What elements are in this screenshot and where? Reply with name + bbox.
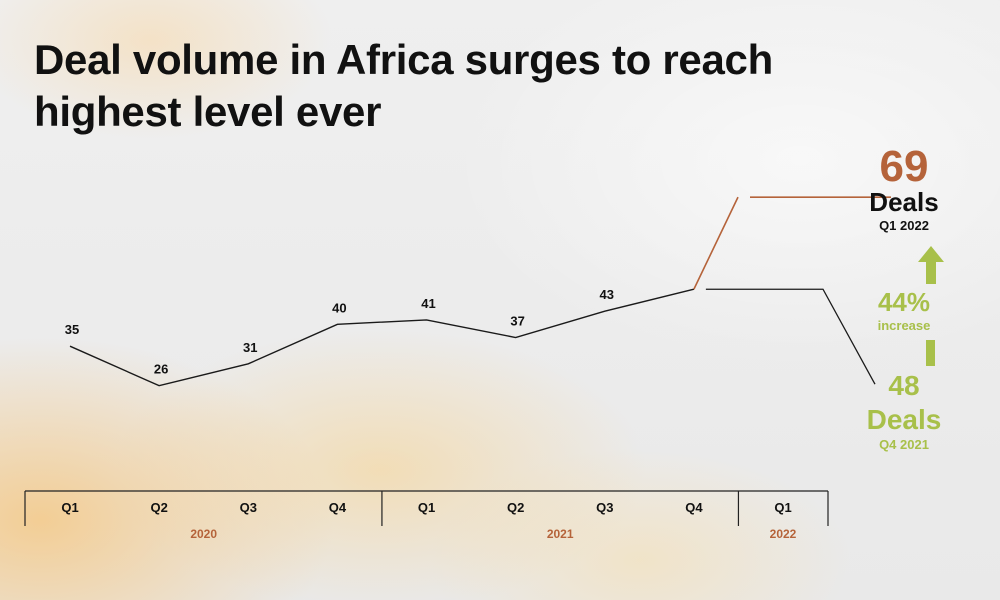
data-label: 43	[600, 287, 614, 302]
callout-bottom-period: Q4 2021	[879, 437, 929, 452]
callout-bottom-value: 48	[888, 370, 920, 401]
chart-title: Deal volume in Africa surges to reach hi…	[34, 36, 773, 135]
data-label: 37	[510, 313, 524, 328]
year-label: 2021	[547, 527, 574, 541]
tick-label: Q1	[774, 500, 791, 515]
data-label: 26	[154, 362, 168, 377]
surge-line	[693, 196, 739, 290]
change-connector	[926, 340, 935, 366]
year-label: 2022	[770, 527, 797, 541]
callout-bottom-unit: Deals	[866, 404, 942, 435]
tick-label: Q2	[150, 500, 167, 515]
callout-top-value: 69	[879, 142, 929, 191]
series-line	[69, 288, 695, 387]
tick-label: Q1	[418, 500, 435, 515]
series-lines	[69, 196, 891, 387]
up-arrow-icon	[918, 246, 944, 284]
change-label: increase	[877, 318, 931, 333]
callout-top-period: Q1 2022	[879, 218, 929, 233]
tick-label: Q3	[240, 500, 257, 515]
year-label: 2020	[190, 527, 217, 541]
callout-top-unit: Deals	[869, 187, 939, 217]
data-labels: 35 26 31 40 41 37 43	[65, 287, 614, 377]
data-label: 31	[243, 340, 257, 355]
bottom-leader-line	[705, 288, 876, 385]
data-label: 40	[332, 300, 346, 315]
x-axis: Q1 Q2 Q3 Q4 Q1 Q2 Q3 Q4 Q1 2020 2021 2022	[24, 490, 829, 541]
data-label: 41	[421, 296, 435, 311]
tick-label: Q1	[61, 500, 78, 515]
tick-label: Q2	[507, 500, 524, 515]
data-label: 35	[65, 322, 79, 337]
tick-label: Q4	[685, 500, 703, 515]
change-value: 44%	[877, 287, 931, 317]
tick-label: Q3	[596, 500, 613, 515]
tick-label: Q4	[329, 500, 347, 515]
